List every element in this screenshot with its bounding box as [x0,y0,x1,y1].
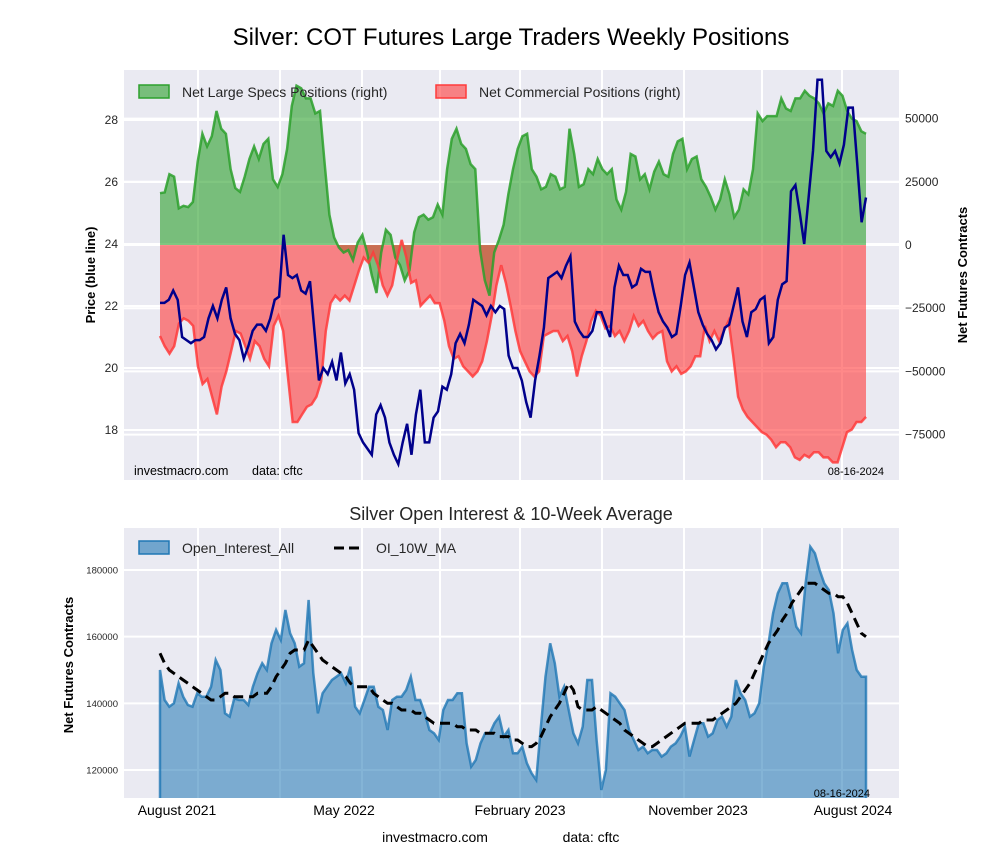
top-left-ytick-label: 22 [105,299,119,313]
legend-item-commercial[interactable]: Net Commercial Positions (right) [435,84,681,100]
top-lines [158,78,868,469]
bottom-ylabel: Net Futures Contracts [61,597,76,734]
legend-label-open-interest: Open_Interest_All [182,540,294,556]
price-line [160,78,868,469]
top-right-ytick-label: −25000 [905,301,946,315]
legend-item-open-interest[interactable]: Open_Interest_All [138,540,294,556]
top-source-label: investmacro.com [134,464,228,478]
oi-ma-line [158,581,867,749]
bottom-ytick-label: 140000 [86,699,118,710]
top-left-ylabel: Price (blue line) [83,227,98,324]
bottom-ytick-label: 180000 [86,566,118,577]
bottom-yticks: 120000 140000 160000 180000 [86,566,118,777]
bottom-legend: Open_Interest_All OI_10W_MA [138,540,457,556]
bottom-date-label: 08-16-2024 [814,788,870,800]
top-left-ytick-label: 18 [105,423,119,437]
bottom-xticks: August 2021 May 2022 February 2023 November… [138,802,893,818]
bottom-xtick-label: August 2021 [138,802,217,818]
bottom-ytick-label: 160000 [86,632,118,643]
open-interest-area [160,546,866,798]
top-right-ytick-label: 25000 [905,175,939,189]
figure-title: Silver: COT Futures Large Traders Weekly… [233,24,790,51]
top-right-ytick-label: 0 [905,238,912,252]
legend-label-commercial: Net Commercial Positions (right) [479,84,681,100]
legend-item-oi-ma[interactable]: OI_10W_MA [334,540,457,556]
top-right-yticks: −75000 −50000 −25000 0 25000 50000 [905,112,946,442]
legend-item-specs[interactable]: Net Large Specs Positions (right) [138,84,387,100]
top-right-ytick-label: −50000 [905,364,946,378]
top-date-label: 08-16-2024 [828,466,884,478]
bottom-ytick-label: 120000 [86,765,118,776]
legend-swatch-open-interest [138,540,170,555]
top-right-ylabel: Net Futures Contracts [955,207,970,344]
footer-source-label: investmacro.com [382,829,488,845]
bottom-xtick-label: November 2023 [648,802,748,818]
commercial-line [158,239,867,464]
top-right-ytick-label: 50000 [905,112,939,126]
bottom-chart-title: Silver Open Interest & 10-Week Average [349,504,673,524]
bottom-xtick-label: May 2022 [313,802,375,818]
legend-label-specs: Net Large Specs Positions (right) [182,84,387,100]
open-interest-line [158,543,868,798]
top-left-ytick-label: 26 [105,175,119,189]
top-legend: Net Large Specs Positions (right) Net Co… [138,84,681,100]
top-left-ytick-label: 24 [105,237,119,251]
top-left-ytick-label: 20 [105,361,119,375]
bottom-xtick-label: August 2024 [814,802,893,818]
specs-line [159,83,867,296]
bottom-area [158,543,868,798]
top-data-label: data: cftc [252,464,303,478]
legend-swatch-specs [138,84,170,99]
top-left-yticks: 18 20 22 24 26 28 [105,113,119,437]
top-right-ytick-label: −75000 [905,428,946,442]
top-chart: 18 20 22 24 26 28 −75000 −50000 −25000 0 25000 500… [83,70,970,480]
top-left-ytick-label: 28 [105,113,119,127]
bottom-chart: 120000 140000 160000 180000 August 2021 May … [61,528,899,818]
legend-swatch-commercial [435,84,467,99]
legend-label-oi-ma: OI_10W_MA [376,540,457,556]
bottom-xtick-label: February 2023 [474,802,565,818]
footer-data-label: data: cftc [563,829,620,845]
